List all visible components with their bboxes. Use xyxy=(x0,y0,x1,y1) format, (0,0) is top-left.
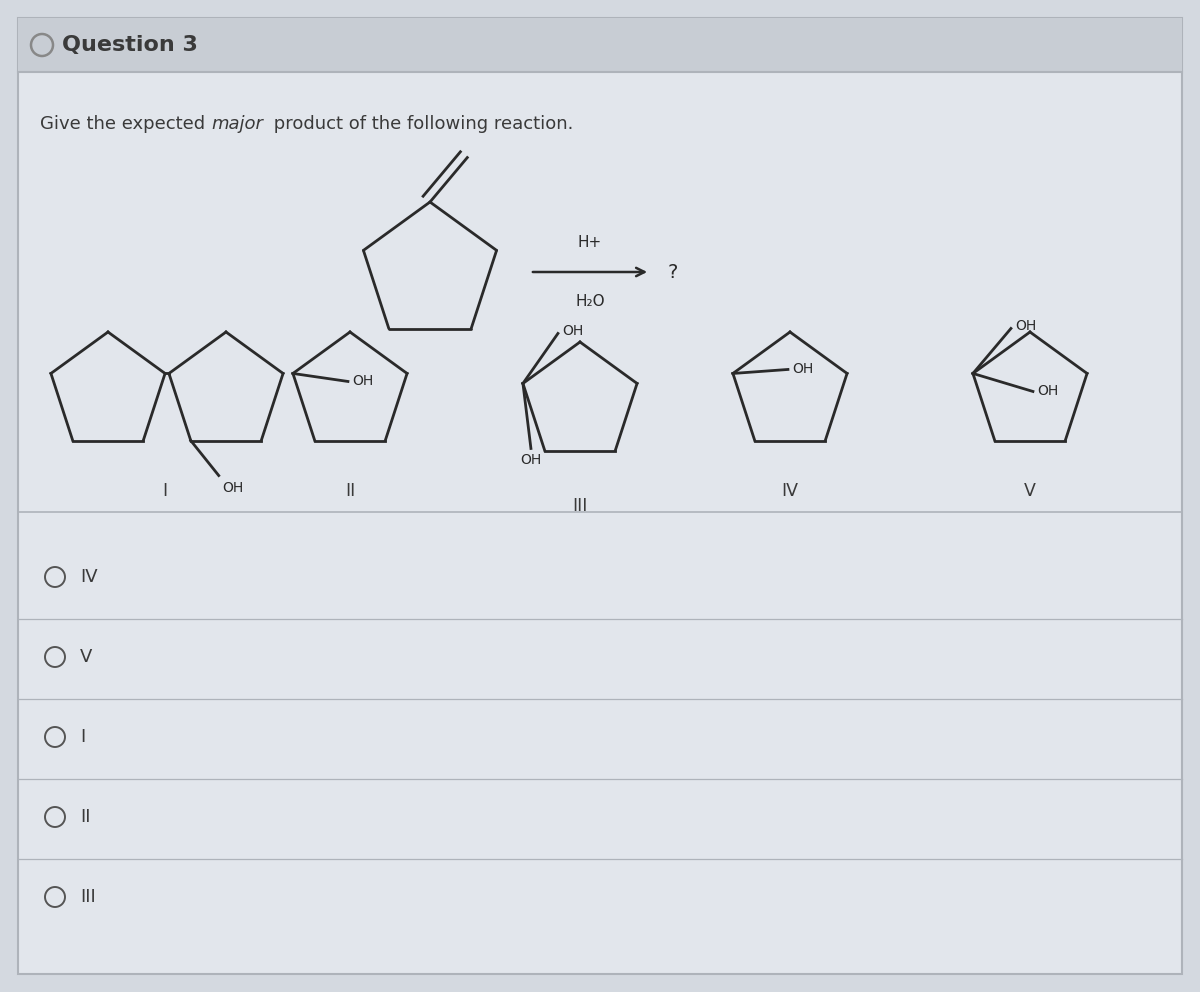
Text: OH: OH xyxy=(1015,319,1036,333)
Text: II: II xyxy=(80,808,90,826)
Text: OH: OH xyxy=(1037,385,1058,399)
Text: OH: OH xyxy=(521,453,541,467)
Bar xyxy=(18,18,1182,72)
Text: I: I xyxy=(80,728,85,746)
Text: major: major xyxy=(211,115,263,133)
Text: H+: H+ xyxy=(578,235,602,250)
Text: V: V xyxy=(1024,482,1036,500)
Text: Give the expected: Give the expected xyxy=(40,115,211,133)
Text: III: III xyxy=(572,497,588,515)
Text: III: III xyxy=(80,888,96,906)
Text: Question 3: Question 3 xyxy=(62,35,198,55)
Text: OH: OH xyxy=(792,362,814,376)
Text: I: I xyxy=(162,482,168,500)
Text: OH: OH xyxy=(352,374,373,389)
Text: product of the following reaction.: product of the following reaction. xyxy=(268,115,574,133)
FancyBboxPatch shape xyxy=(18,18,1182,974)
Text: II: II xyxy=(344,482,355,500)
Text: ?: ? xyxy=(668,263,678,282)
Text: H₂O: H₂O xyxy=(575,294,605,309)
Text: V: V xyxy=(80,648,92,666)
Text: IV: IV xyxy=(781,482,798,500)
Text: OH: OH xyxy=(562,324,583,338)
Text: OH: OH xyxy=(223,480,244,495)
Text: IV: IV xyxy=(80,568,97,586)
